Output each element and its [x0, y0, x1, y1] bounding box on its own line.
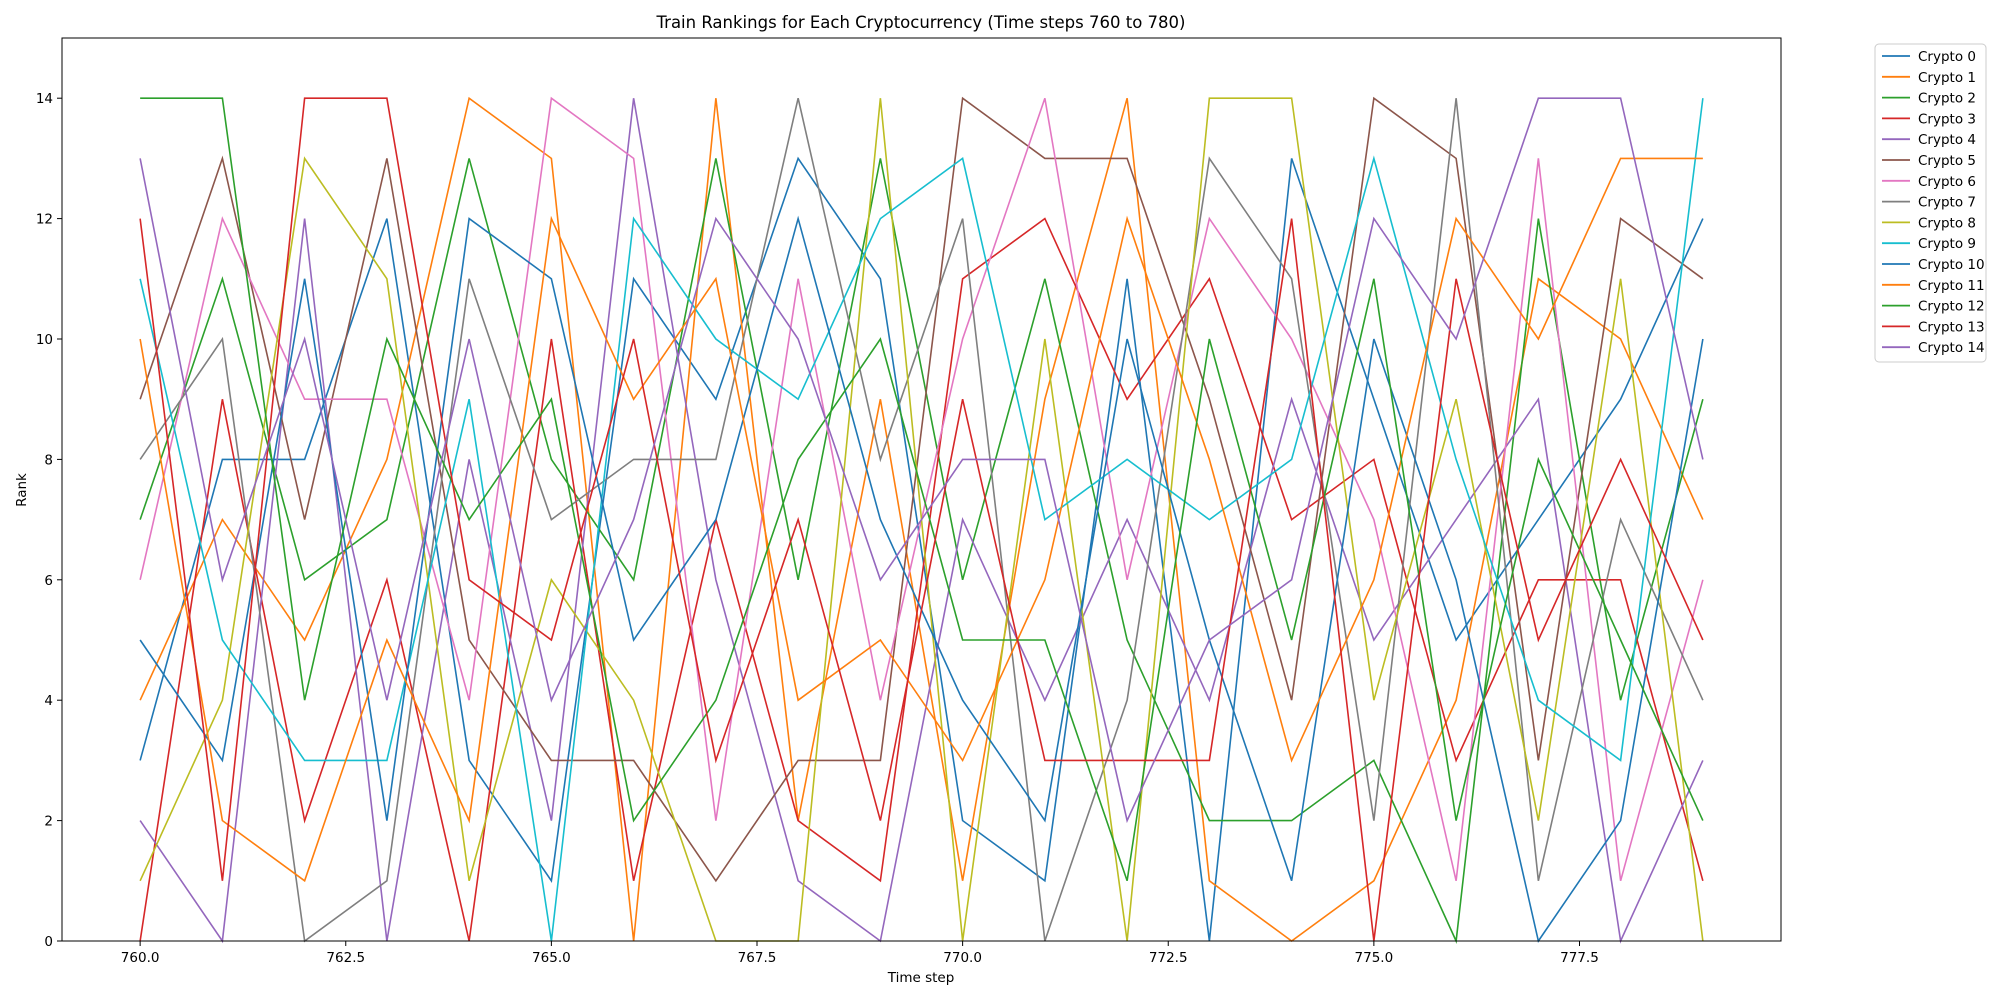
series-line-crypto-13 — [139, 97, 1704, 942]
legend-label-crypto-0: Crypto 0 — [1918, 49, 1976, 65]
legend-label-crypto-7: Crypto 7 — [1918, 195, 1976, 211]
legend-label-crypto-14: Crypto 14 — [1918, 340, 1985, 356]
x-axis-label: Time step — [887, 970, 955, 986]
plot-area — [61, 37, 1782, 944]
x-axis-ticks: 760.0 762.5 765.0 767.5 770.0 772.5 775.0 777.5 — [121, 941, 1599, 966]
series-line-crypto-11 — [139, 157, 1703, 883]
legend-label-crypto-6: Crypto 6 — [1918, 174, 1976, 190]
legend-label-crypto-8: Crypto 8 — [1918, 215, 1976, 231]
legend-items: Crypto 0 Crypto 1 Crypto 2 Crypto 3 Crypto 4… — [1882, 49, 1985, 356]
series-line-crypto-0 — [139, 156, 1704, 942]
y-tick-label: 2 — [44, 814, 53, 830]
chart-title: Train Rankings for Each Cryptocurrency (… — [656, 13, 1186, 32]
series-line-crypto-5 — [139, 96, 1704, 883]
y-tick-label: 4 — [44, 693, 53, 709]
y-tick-label: 12 — [36, 212, 53, 228]
y-axis-ticks: 0 2 4 6 8 10 12 14 — [36, 91, 62, 950]
x-tick-label: 777.5 — [1560, 950, 1599, 966]
y-axis-label: Rank — [14, 473, 30, 507]
x-tick-label: 775.0 — [1355, 950, 1394, 966]
y-tick-label: 14 — [36, 91, 53, 107]
series-line-crypto-14 — [139, 97, 1704, 824]
x-tick-label: 767.5 — [738, 950, 777, 966]
y-tick-label: 8 — [44, 452, 53, 468]
y-tick-label: 0 — [44, 934, 53, 950]
legend-label-crypto-13: Crypto 13 — [1918, 319, 1985, 335]
series-line-crypto-12 — [140, 97, 1704, 882]
legend-label-crypto-5: Crypto 5 — [1918, 153, 1976, 169]
legend-label-crypto-11: Crypto 11 — [1918, 278, 1985, 294]
legend-label-crypto-12: Crypto 12 — [1918, 299, 1985, 315]
series-line-crypto-9 — [139, 98, 1704, 942]
legend-label-crypto-9: Crypto 9 — [1918, 236, 1976, 252]
series-lines — [139, 96, 1704, 944]
y-tick-label: 6 — [44, 573, 53, 589]
y-tick-label: 10 — [36, 332, 53, 348]
x-tick-label: 772.5 — [1149, 950, 1188, 966]
plot-frame — [61, 37, 1782, 942]
x-tick-label: 765.0 — [532, 950, 571, 966]
legend-label-crypto-2: Crypto 2 — [1918, 91, 1976, 107]
legend-frame — [1874, 43, 1987, 363]
x-tick-label: 762.5 — [326, 950, 365, 966]
x-tick-label: 760.0 — [121, 950, 160, 966]
legend-label-crypto-1: Crypto 1 — [1918, 70, 1976, 86]
series-line-crypto-2 — [139, 158, 1704, 944]
legend-label-crypto-10: Crypto 10 — [1918, 257, 1985, 273]
series-line-crypto-7 — [139, 98, 1704, 943]
legend-label-crypto-4: Crypto 4 — [1918, 132, 1976, 148]
legend: Crypto 0 Crypto 1 Crypto 2 Crypto 3 Crypto 4… — [1874, 43, 1987, 363]
legend-label-crypto-3: Crypto 3 — [1918, 111, 1976, 127]
x-tick-label: 770.0 — [943, 950, 982, 966]
